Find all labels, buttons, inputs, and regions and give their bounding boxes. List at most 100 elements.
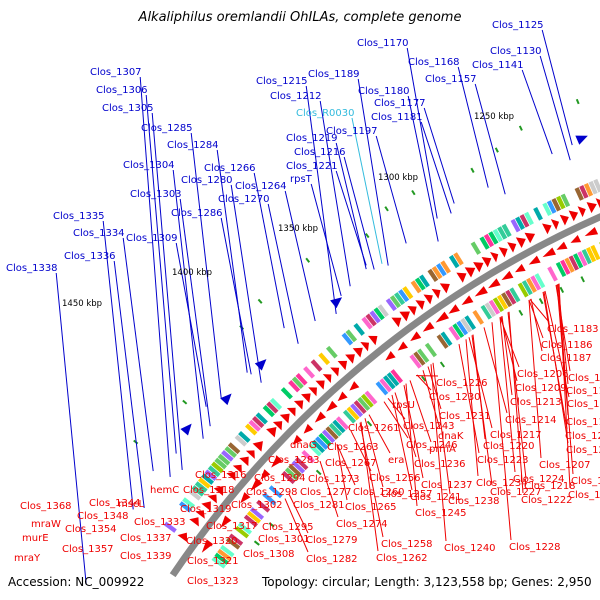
leader-line-clos-1334 (122, 237, 154, 472)
inner-cog-block (321, 429, 336, 444)
gene-label-clos-1125: Clos_1125 (492, 20, 544, 31)
leader-line-clos-1221 (335, 170, 367, 266)
reverse-strand-gene-arrow (407, 305, 417, 316)
gc-skew-tick (364, 232, 370, 239)
outer-cog-block (325, 345, 338, 359)
leader-line-clos-1177 (423, 107, 455, 204)
gene-label-clos-1337: Clos_1337 (120, 533, 172, 544)
inner-cog-block (220, 544, 235, 558)
inner-cog-block (291, 460, 306, 474)
gene-label-clos-1294: Clos_1294 (254, 473, 306, 484)
inner-cog-block (301, 449, 316, 464)
gene-label-clos-1168: Clos_1168 (408, 57, 460, 68)
gene-label-rpsu: rpsU (392, 400, 415, 411)
gene-label-clos-1266: Clos_1266 (204, 163, 256, 174)
inner-cog-block (509, 287, 521, 303)
inner-reverse-gene-arrow (501, 270, 514, 281)
reverse-strand-gene-arrow (507, 242, 517, 253)
outer-cog-block (269, 397, 283, 411)
leader-line-clos-1130 (539, 55, 571, 161)
gene-label-clos-1348: Clos_1348 (77, 511, 129, 522)
leader-line-clos-1214 (483, 327, 508, 414)
outer-cog-block (542, 202, 552, 217)
inner-reverse-gene-arrow (556, 241, 568, 250)
reverse-strand-gene-arrow (189, 517, 199, 527)
gene-label-clos-1320: Clos_1320 (186, 536, 238, 547)
leader-line-clos-1282 (284, 498, 309, 553)
gene-label-clos-1240: Clos_1240 (444, 543, 496, 554)
reverse-strand-gene-arrow (415, 300, 425, 310)
inner-cog-block (379, 378, 392, 393)
reverse-strand-gene-arrow (239, 456, 249, 467)
gene-label-clos-1217: Clos_1217 (490, 430, 542, 441)
leader-line-clos-1257 (364, 418, 384, 488)
gene-label-clos-1186: Clos_1186 (541, 340, 593, 351)
backbone-ring (169, 213, 600, 578)
reverse-strand-gene-arrow (245, 450, 255, 459)
inner-cog-block (436, 334, 449, 349)
gene-label-clos-1302: Clos_1302 (231, 500, 283, 511)
gene-label-clos-1309: Clos_1309 (126, 233, 178, 244)
scale-label-1300-kbp: 1300 kbp (378, 173, 418, 183)
inner-reverse-gene-arrow (292, 434, 303, 445)
outer-cog-block (255, 412, 268, 425)
inner-cog-block (243, 514, 259, 528)
outer-cog-block (410, 280, 422, 294)
gene-label-clos-1264: Clos_1264 (235, 181, 287, 192)
leader-line-clos-1230 (416, 374, 432, 391)
gene-label-mscl: mscL (118, 499, 144, 510)
outer-cog-block (224, 446, 238, 458)
reverse-strand-gene-arrow (177, 532, 188, 543)
gene-label-dnag: dnaG (290, 440, 317, 451)
gene-label-clos-1282: Clos_1282 (306, 554, 358, 565)
forward-strand-gene-arrow (575, 135, 588, 145)
gene-label-clos-1319: Clos_1319 (180, 504, 232, 515)
outer-cog-block (519, 214, 530, 228)
inner-cog-block (424, 342, 437, 358)
outer-cog-block (182, 497, 196, 509)
gene-label-clos-1224: Clos_1224 (513, 474, 565, 485)
outer-cog-block (488, 231, 499, 245)
leader-line-clos-1157 (474, 83, 506, 195)
inner-reverse-gene-arrow (326, 400, 338, 412)
inner-cog-block (284, 467, 299, 481)
reverse-strand-gene-arrow (232, 464, 242, 474)
gene-label-clos-1197: Clos_1197 (326, 126, 378, 137)
map-title: Alkaliphilus oremlandii OhILAs, complete… (138, 10, 462, 25)
leader-line-clos-1141 (521, 69, 553, 155)
gene-label-clos-1187: Clos_1187 (540, 353, 592, 364)
outer-cog-block (198, 477, 211, 489)
gene-label-clos-1222: Clos_1222 (521, 495, 573, 506)
scale-label-1350-kbp: 1350 kbp (278, 224, 318, 234)
gene-label-clos-1277: Clos_1277 (300, 487, 352, 498)
inner-reverse-gene-arrow (528, 255, 541, 265)
inner-reverse-gene-arrow (260, 469, 271, 480)
reverse-strand-gene-arrow (207, 494, 217, 504)
inner-cog-block (547, 266, 558, 282)
inner-reverse-gene-arrow (584, 226, 599, 237)
gene-label-clos-1335: Clos_1335 (53, 211, 105, 222)
gene-label-mray: mraY (14, 553, 41, 564)
inner-cog-block (564, 257, 575, 273)
gene-label-clos-r0030: Clos_R0030 (296, 108, 355, 119)
outer-cog-block (211, 461, 224, 474)
gene-label-clos-1298: Clos_1298 (246, 487, 298, 498)
gene-label-clos-1207: Clos_1207 (539, 460, 591, 471)
gene-label-clos-1317: Clos_1317 (206, 521, 258, 532)
reverse-strand-gene-arrow (524, 232, 536, 244)
gene-label-clos-1188: Clos_1188 (568, 373, 600, 384)
forward-strand-gene-arrow (330, 297, 343, 309)
outer-cog-block (365, 313, 377, 327)
gene-label-clos-1339: Clos_1339 (120, 551, 172, 562)
gene-label-clos-1316: Clos_1316 (195, 470, 247, 481)
leader-line-clos-1336 (113, 260, 145, 508)
inner-reverse-gene-arrow (220, 515, 232, 528)
inner-cog-block (357, 396, 371, 411)
inner-reverse-gene-arrow (542, 247, 556, 258)
gene-label-clos-1305: Clos_1305 (102, 103, 154, 114)
gc-skew-tick (182, 399, 188, 405)
reverse-strand-gene-arrow (213, 486, 224, 496)
reverse-strand-gene-arrow (595, 198, 600, 209)
leader-line-clos-1266 (253, 172, 285, 329)
